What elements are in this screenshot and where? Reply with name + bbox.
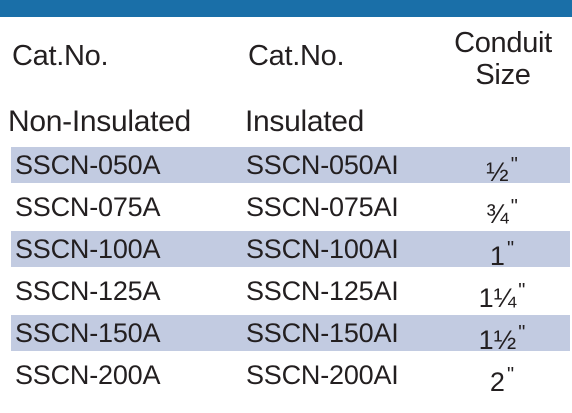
cell-non-insulated: SSCN-050A: [15, 150, 161, 180]
size-value: ¾: [486, 199, 509, 229]
cell-conduit-size: 2 ": [441, 357, 563, 397]
size-value: 1: [489, 241, 505, 271]
size-value: 1½: [478, 325, 517, 355]
cell-non-insulated: SSCN-150A: [15, 318, 161, 348]
header-cat-no-non-insulated: Cat.No.: [12, 40, 109, 72]
cell-non-insulated: SSCN-100A: [15, 234, 161, 264]
inch-mark: ": [506, 238, 515, 260]
header-cat-no-insulated: Cat.No.: [248, 40, 345, 72]
cell-conduit-size: 1½ ": [441, 315, 563, 355]
cell-insulated: SSCN-075AI: [246, 192, 399, 222]
subheader-insulated: Insulated: [245, 105, 365, 138]
inch-mark: ": [518, 280, 526, 302]
top-accent-bar: [0, 0, 572, 17]
inch-mark: ": [518, 322, 526, 344]
cell-conduit-size: ½ ": [441, 147, 563, 187]
table-subheader: Non-Insulated Insulated: [0, 103, 572, 143]
header-size-label: Size: [475, 59, 531, 91]
header-conduit-label: Conduit: [454, 27, 552, 59]
cell-non-insulated: SSCN-200A: [15, 360, 161, 390]
table-row: SSCN-100A SSCN-100AI 1 ": [11, 231, 570, 271]
table-row: SSCN-050A SSCN-050AI ½ ": [11, 147, 570, 187]
inch-mark: ": [510, 196, 518, 218]
cell-conduit-size: ¾ ": [441, 189, 563, 229]
cell-insulated: SSCN-200AI: [246, 360, 399, 390]
table-row: SSCN-200A SSCN-200AI 2 ": [11, 357, 570, 397]
size-value: 1¼: [478, 283, 517, 313]
table-body: SSCN-050A SSCN-050AI ½ " SSCN-075A SSCN-0…: [0, 147, 572, 399]
size-value: 2: [489, 367, 505, 397]
header-conduit-size: Conduit Size: [440, 27, 566, 91]
cell-insulated: SSCN-150AI: [246, 318, 399, 348]
cell-insulated: SSCN-125AI: [246, 276, 399, 306]
cell-non-insulated: SSCN-125A: [15, 276, 161, 306]
cell-insulated: SSCN-050AI: [246, 150, 399, 180]
subheader-non-insulated: Non-Insulated: [8, 105, 191, 138]
table-header: Cat.No. Cat.No. Conduit Size: [0, 27, 572, 99]
table-row: SSCN-150A SSCN-150AI 1½ ": [11, 315, 570, 355]
size-value: ½: [486, 157, 509, 187]
inch-mark: ": [510, 154, 518, 176]
cell-insulated: SSCN-100AI: [246, 234, 399, 264]
cell-non-insulated: SSCN-075A: [15, 192, 161, 222]
table-row: SSCN-075A SSCN-075AI ¾ ": [11, 189, 570, 229]
inch-mark: ": [506, 364, 515, 386]
table-row: SSCN-125A SSCN-125AI 1¼ ": [11, 273, 570, 313]
cell-conduit-size: 1¼ ": [441, 273, 563, 313]
cell-conduit-size: 1 ": [441, 231, 563, 271]
